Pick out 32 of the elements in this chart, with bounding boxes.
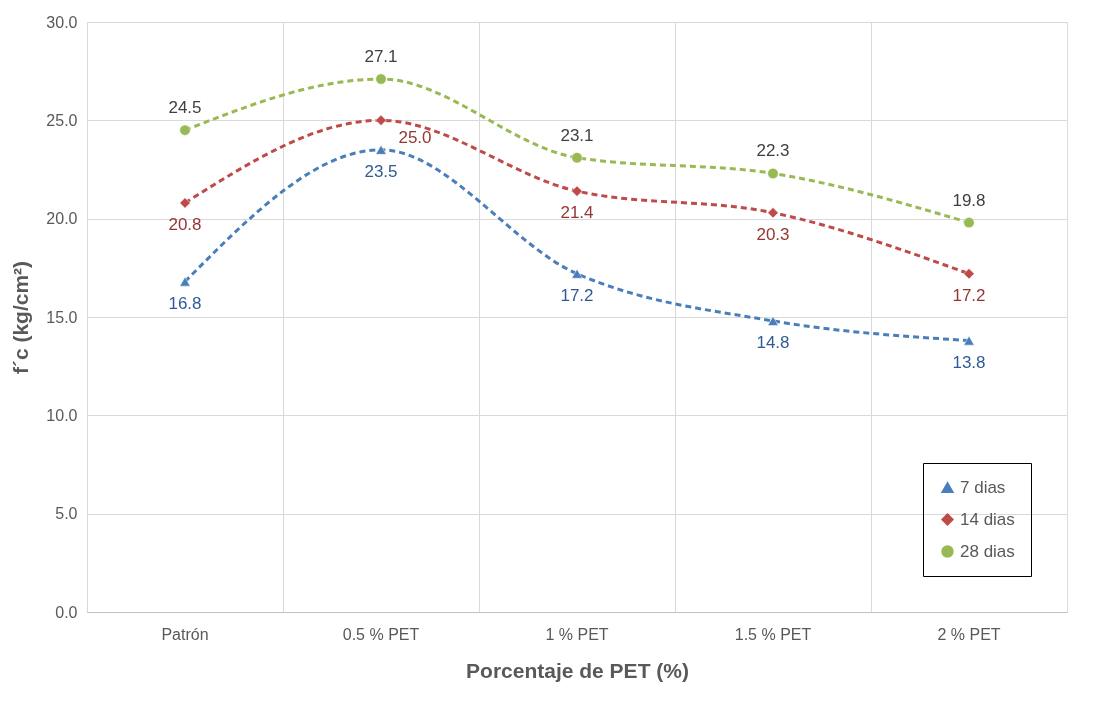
legend-label: 7 dias	[960, 477, 1006, 497]
y-axis-title: f´c (kg/cm²)	[9, 260, 33, 375]
data-label: 20.8	[168, 214, 202, 234]
y-tick-label: 10.0	[46, 406, 78, 424]
y-tick-label: 0.0	[55, 603, 78, 621]
x-tick-label: Patrón	[161, 625, 209, 643]
data-label: 16.8	[168, 293, 202, 313]
y-tick-label: 20.0	[46, 210, 78, 228]
data-label: 14.8	[756, 332, 790, 352]
x-tick-label: 1 % PET	[545, 625, 609, 643]
data-label: 25.0	[398, 128, 432, 148]
data-label: 23.1	[560, 125, 594, 145]
y-tick-label: 15.0	[46, 308, 78, 326]
data-label: 24.5	[168, 98, 202, 118]
data-label: 19.8	[952, 190, 986, 210]
data-label: 27.1	[364, 47, 398, 67]
x-tick-label: 2 % PET	[937, 625, 1001, 643]
legend-label: 28 dias	[960, 541, 1015, 561]
data-label: 13.8	[952, 352, 986, 372]
data-label: 17.2	[560, 285, 594, 305]
x-tick-label: 1.5 % PET	[734, 625, 812, 643]
data-label: 21.4	[560, 203, 594, 223]
data-label: 22.3	[756, 141, 790, 161]
data-label: 23.5	[364, 161, 398, 181]
y-tick-label: 30.0	[46, 13, 78, 31]
data-label: 20.3	[756, 224, 790, 244]
y-tick-label: 5.0	[55, 505, 78, 523]
x-tick-label: 0.5 % PET	[342, 625, 420, 643]
x-axis-title: Porcentaje de PET (%)	[466, 658, 689, 682]
y-tick-label: 25.0	[46, 111, 78, 129]
data-label: 17.2	[952, 285, 986, 305]
legend-label: 14 dias	[960, 509, 1015, 529]
